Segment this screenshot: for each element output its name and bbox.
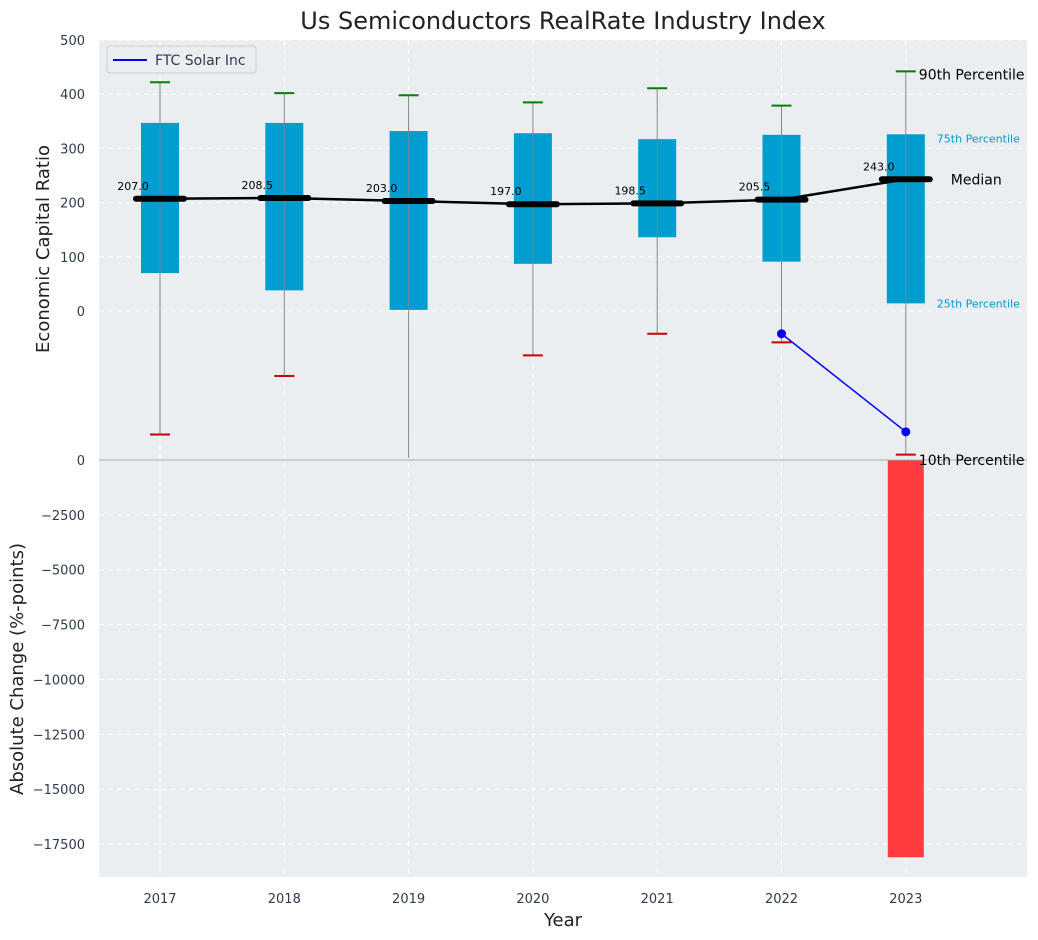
median-value-label: 208.5 [242, 179, 274, 192]
top-y-tick-label: 500 [60, 34, 85, 49]
median-value-label: 198.5 [614, 184, 646, 197]
top-y-axis-label: Economic Capital Ratio [33, 145, 54, 353]
median-annotation: Median [951, 172, 1002, 188]
bottom-y-axis-label: Absolute Change (%-points) [7, 543, 28, 795]
median-value-label: 243.0 [863, 160, 895, 173]
bottom-panel-background [99, 460, 1027, 877]
bottom-y-tick-label: −12500 [33, 728, 85, 743]
median-value-label: 205.5 [739, 181, 771, 194]
bottom-y-tick-label: −5000 [41, 564, 85, 579]
p10-annotation: 10th Percentile [919, 453, 1025, 469]
bottom-y-tick-label: −10000 [33, 673, 85, 688]
x-tick-label: 2021 [641, 892, 674, 907]
legend: FTC Solar Inc [106, 45, 257, 74]
x-tick-label: 2018 [268, 892, 301, 907]
top-panel-background [99, 40, 1027, 460]
change-bar [887, 460, 924, 858]
top-y-tick-label: 100 [60, 251, 85, 266]
bottom-y-tick-label: −17500 [33, 838, 85, 853]
bottom-y-tick-label: −7500 [41, 619, 85, 634]
x-tick-label: 2020 [516, 892, 549, 907]
chart-title: Us Semiconductors RealRate Industry Inde… [300, 7, 825, 35]
top-y-tick-label: 200 [60, 197, 85, 212]
bottom-y-tick-label: −2500 [41, 509, 85, 524]
annotations: 90th Percentile 75th Percentile Median 25th… [919, 67, 1025, 469]
x-tick-label: 2023 [889, 892, 922, 907]
top-y-tick-label: 400 [60, 88, 85, 103]
p90-annotation: 90th Percentile [919, 67, 1025, 83]
company-series [777, 329, 911, 437]
company-line [781, 333, 907, 433]
company-point [777, 329, 786, 339]
median-series: 207.0 208.5 203.0 197.0 198.5 205.5 243.0 [117, 160, 933, 208]
median-value-label: 203.0 [366, 182, 398, 195]
legend-label-company: FTC Solar Inc [155, 53, 246, 69]
median-value-label: 207.0 [117, 180, 149, 193]
top-y-tick-label: 300 [60, 142, 85, 157]
legend-frame [106, 45, 257, 74]
bottom-y-tick-label: 0 [77, 454, 85, 469]
company-point [901, 427, 911, 437]
p75-annotation: 75th Percentile [937, 132, 1020, 145]
x-tick-label: 2019 [392, 892, 425, 907]
x-tick-label: 2017 [143, 892, 176, 907]
tick-labels: 2017 2018 2019 2020 2021 2022 2023 0 100 200 300 40… [33, 34, 923, 907]
change-bars [887, 460, 924, 858]
median-value-label: 197.0 [490, 185, 522, 198]
p25-annotation: 25th Percentile [937, 297, 1020, 310]
x-tick-label: 2022 [765, 892, 798, 907]
top-y-tick-label: 0 [77, 305, 85, 320]
bottom-y-tick-label: −15000 [33, 783, 85, 798]
x-axis-label: Year [543, 910, 583, 931]
